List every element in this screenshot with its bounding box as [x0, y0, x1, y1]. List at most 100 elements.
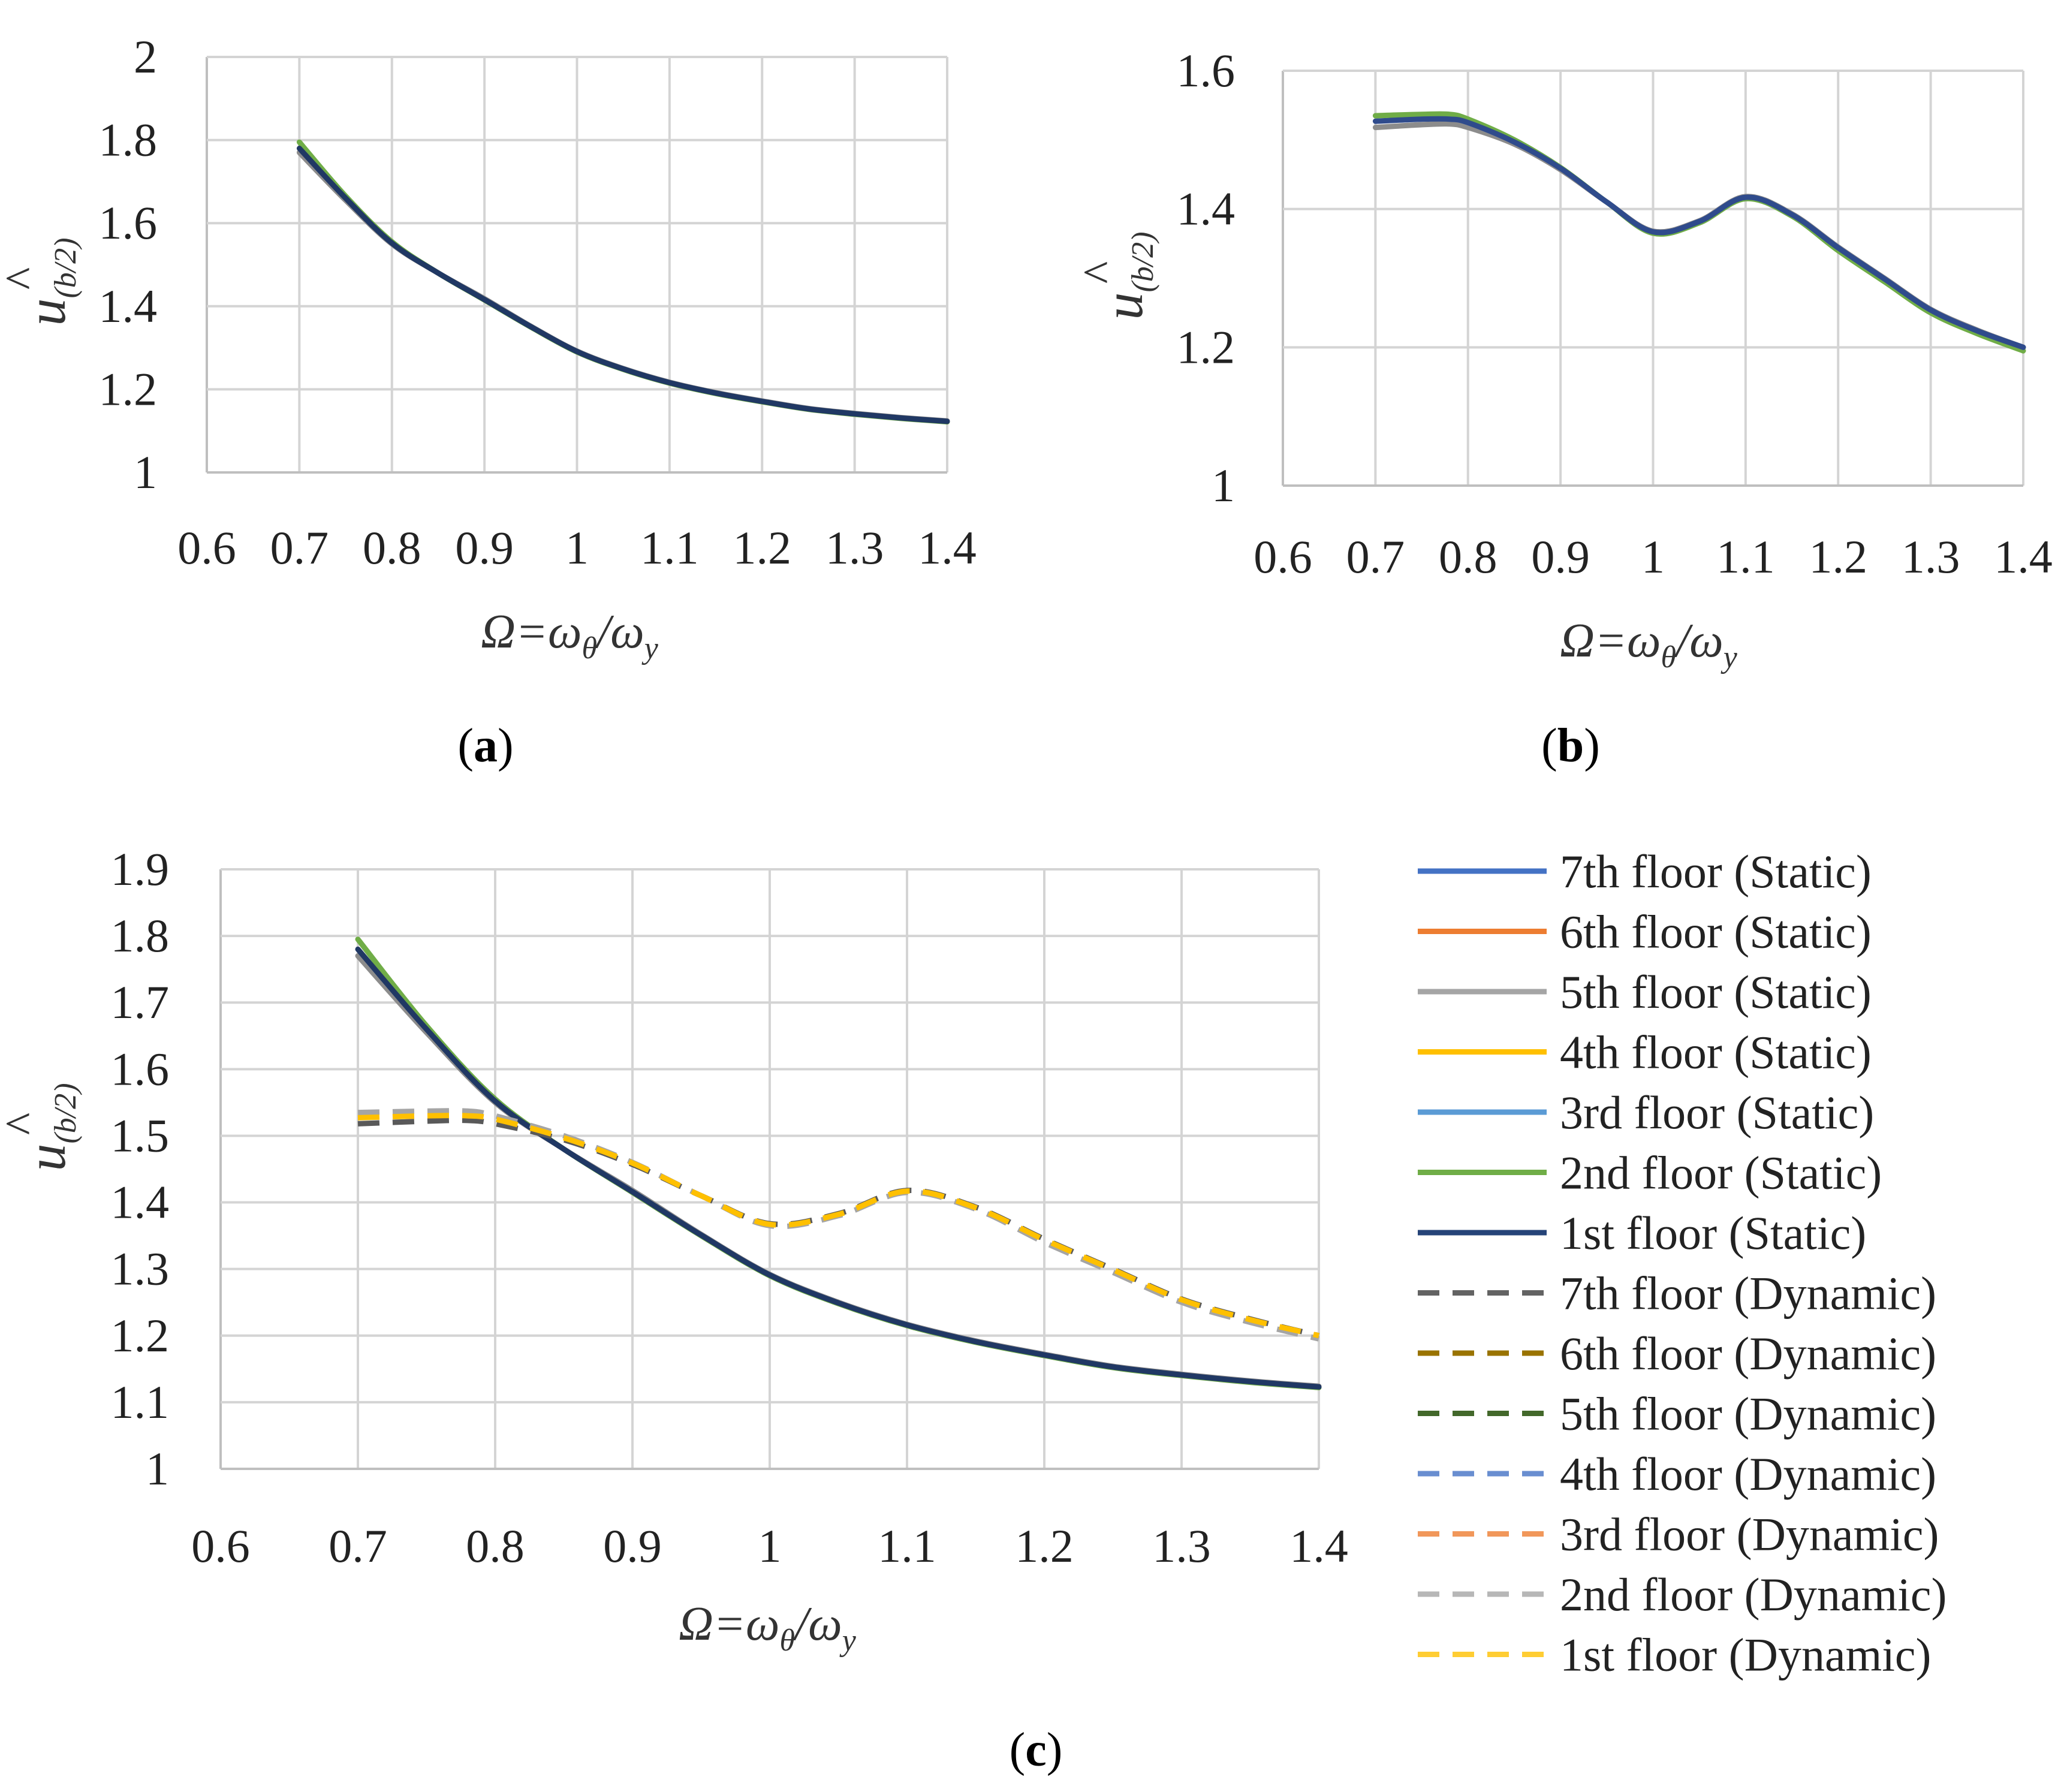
y-tick-label: 1.1 [111, 1376, 170, 1428]
legend-label: 6th floor (Dynamic) [1560, 1327, 1936, 1380]
x-tick-label: 0.6 [1254, 531, 1312, 583]
x-tick-label: 1.2 [733, 522, 792, 574]
y-label-sub: (b/2) [1126, 231, 1160, 292]
legend-label: 5th floor (Dynamic) [1560, 1388, 1936, 1440]
x-label-y: y [839, 1624, 857, 1658]
x-label-slash: /ω [1674, 615, 1724, 667]
chart-c-x-label: Ω=ωθ/ωy [679, 1598, 857, 1658]
panel-label-a: (a) [457, 719, 513, 772]
legend-label: 4th floor (Dynamic) [1560, 1448, 1936, 1500]
y-tick-label: 1.6 [1177, 44, 1236, 97]
series-line: 5th floor (Static) [355, 953, 1322, 1389]
legend-label: 7th floor (Static) [1560, 845, 1872, 897]
series-line: 5th floor (Dynamic) [1372, 121, 2026, 350]
chart-b: 0.6 0.7 0.8 0.9 1 1.1 1.2 1.3 1.4 1 1.2 1.4 1.6 2nd f… [1177, 44, 2053, 583]
chart-b-y-label: u(b/2) [1093, 231, 1160, 320]
y-tick-label: 1 [1212, 459, 1235, 511]
legend-label: 1st floor (Static) [1560, 1207, 1866, 1259]
y-tick-label: 1.8 [111, 909, 170, 962]
x-tick-label: 0.7 [1346, 531, 1405, 583]
legend-label: 3rd floor (Dynamic) [1560, 1508, 1939, 1561]
chart-c-y-hat: ^ [0, 1113, 49, 1136]
x-label-omega: Ω=ω [1560, 615, 1661, 667]
x-tick-label: 0.8 [466, 1520, 525, 1572]
panel-label-c: (c) [1010, 1724, 1063, 1776]
x-tick-label: 0.6 [191, 1520, 250, 1572]
series-line: 1st floor (Dynamic) [357, 1113, 1320, 1339]
y-tick-label: 1.4 [99, 280, 158, 332]
y-tick-label: 1.9 [111, 843, 170, 895]
chart-c: 0.6 0.7 0.8 0.9 1 1.1 1.2 1.3 1.4 1 1.1 1.2 1.3 1.4 1.… [111, 843, 1348, 1572]
y-label-sub: (b/2) [49, 237, 83, 298]
x-tick-label: 1.4 [1289, 1520, 1348, 1572]
chart-a-y-hat: ^ [0, 267, 49, 291]
y-tick-label: 1.5 [111, 1109, 170, 1161]
x-tick-label: 1 [565, 522, 589, 574]
x-label-slash: /ω [793, 1598, 842, 1651]
series-line: 2nd floor (Static) [296, 139, 950, 424]
legend-label: 4th floor (Static) [1560, 1026, 1872, 1079]
x-tick-label: 1.3 [825, 522, 884, 574]
panel-label-b: (b) [1541, 719, 1600, 772]
y-tick-label: 1.3 [111, 1243, 170, 1295]
x-tick-label: 0.8 [1439, 531, 1497, 583]
legend-label: 2nd floor (Dynamic) [1560, 1568, 1947, 1621]
series-line: 5th floor (Static) [296, 149, 950, 424]
x-tick-label: 1.2 [1015, 1520, 1074, 1572]
y-label-sub: (b/2) [49, 1083, 83, 1143]
legend-label: 5th floor (Static) [1560, 966, 1872, 1018]
chart-a: 0.6 0.7 0.8 0.9 1 1.1 1.2 1.3 1.4 1 1.2 1.4 1.6 1.8 2 2… [99, 31, 977, 574]
y-label-main: u [16, 299, 77, 326]
y-tick-label: 1.4 [111, 1176, 170, 1228]
x-tick-label: 0.9 [455, 522, 514, 574]
series-line: 1st floor (Static) [296, 146, 950, 424]
x-tick-label: 1.3 [1152, 1520, 1211, 1572]
x-tick-label: 1.4 [1994, 531, 2053, 583]
y-tick-label: 1.2 [99, 363, 158, 415]
x-label-slash: /ω [595, 606, 644, 658]
y-label-main: u [1093, 293, 1154, 320]
y-tick-label: 1.2 [111, 1309, 170, 1362]
x-label-theta: θ [581, 631, 597, 665]
x-label-y: y [641, 631, 659, 665]
chart-c-y-label: u(b/2) [16, 1083, 83, 1171]
x-label-theta: θ [779, 1624, 795, 1658]
x-tick-label: 0.8 [363, 522, 421, 574]
x-tick-label: 1.3 [1902, 531, 1960, 583]
legend-label: 1st floor (Dynamic) [1560, 1629, 1932, 1681]
x-label-theta: θ [1661, 640, 1676, 674]
legend-label: 3rd floor (Static) [1560, 1086, 1874, 1139]
y-tick-label: 1.4 [1177, 183, 1236, 235]
x-tick-label: 1.1 [878, 1520, 936, 1572]
series-line: 2nd floor (Static) [355, 936, 1322, 1390]
x-tick-label: 0.7 [270, 522, 329, 574]
x-label-y: y [1721, 640, 1738, 674]
x-tick-label: 0.6 [177, 522, 236, 574]
chart-b-y-hat: ^ [1074, 261, 1127, 285]
legend: 7th floor (Static) 6th floor (Static) 5th … [1418, 845, 1947, 1681]
x-tick-label: 1 [758, 1520, 782, 1572]
chart-b-x-label: Ω=ωθ/ωy [1560, 615, 1738, 674]
chart-a-y-label: u(b/2) [16, 237, 83, 326]
x-tick-label: 0.9 [1531, 531, 1590, 583]
y-tick-label: 1.7 [111, 976, 170, 1028]
y-tick-label: 1.6 [111, 1043, 170, 1095]
series-line: 1st floor (Static) [355, 946, 1322, 1390]
x-label-omega: Ω=ω [679, 1598, 779, 1651]
y-tick-label: 1 [134, 446, 157, 498]
y-tick-label: 1 [146, 1442, 169, 1495]
x-tick-label: 1.4 [918, 522, 977, 574]
x-tick-label: 1.1 [1716, 531, 1775, 583]
x-tick-label: 0.9 [603, 1520, 662, 1572]
y-tick-label: 2 [134, 31, 157, 83]
y-label-main: u [16, 1144, 77, 1171]
y-tick-label: 1.8 [99, 114, 158, 166]
legend-label: 6th floor (Static) [1560, 906, 1872, 958]
x-tick-label: 1.1 [640, 522, 699, 574]
series-line: 1st floor (Dynamic) [1372, 116, 2026, 350]
y-tick-label: 1.6 [99, 197, 158, 249]
legend-label: 7th floor (Dynamic) [1560, 1267, 1936, 1320]
x-tick-label: 1.2 [1809, 531, 1868, 583]
x-tick-label: 0.7 [329, 1520, 387, 1572]
